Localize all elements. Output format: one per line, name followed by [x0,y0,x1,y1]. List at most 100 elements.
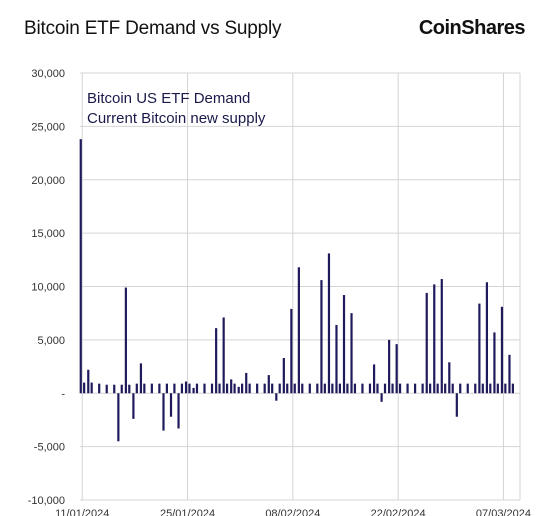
demand-bar [448,362,451,394]
demand-bar [493,332,496,394]
supply-bar [98,383,101,394]
x-axis-ticks: 11/01/2024 25/01/2024 08/02/2024 22/02/2024… [55,508,531,516]
supply-bar [210,383,214,394]
demand-bar [290,308,293,394]
demand-bar [425,292,428,394]
y-tick-label: 30,000 [31,68,65,80]
supply-bar [128,384,131,394]
demand-bar [433,284,436,394]
supply-bar [323,383,326,394]
supply-bar [195,383,199,394]
y-tick-label: 15,000 [31,228,65,240]
y-tick-label: -10,000 [28,495,65,507]
supply-bar [225,383,229,394]
supply-bar [361,383,364,394]
supply-bar [90,382,93,394]
coinshares-logo: CoinShares [418,17,526,39]
legend: Bitcoin US ETF Demand Current Bitcoin new… [87,90,266,127]
y-tick-label: 25,000 [31,121,65,133]
demand-bar [275,393,278,401]
supply-bar [120,384,123,394]
supply-bar [338,383,341,394]
supply-bar [421,383,424,394]
supply-bar [158,383,161,394]
supply-bar [271,383,274,394]
demand-bar [117,393,120,442]
demand-bar [215,328,218,394]
supply-bar [180,383,184,394]
demand-bar [245,372,248,394]
supply-bar [316,383,319,394]
supply-bar [459,383,462,394]
demand-bar [132,393,135,419]
x-tick-label: 25/01/2024 [160,508,215,516]
supply-bar [451,383,454,394]
supply-bar [286,383,289,394]
supply-bar [436,383,439,394]
demand-bar [297,267,300,394]
demand-bar [485,282,489,394]
demand-bar [372,364,376,394]
bars [79,139,514,442]
demand-bar [500,306,504,394]
supply-bar [165,383,168,394]
demand-bar [124,287,127,394]
demand-bar [184,381,188,394]
y-tick-label: - [61,388,65,400]
supply-bar [429,383,432,394]
supply-bar [481,383,484,394]
supply-bar [150,383,153,394]
demand-bar [87,369,90,394]
supply-bar [398,383,402,394]
supply-bar [263,383,266,394]
demand-bar [327,253,331,394]
demand-bar [177,393,180,429]
supply-bar [241,383,244,394]
demand-bar [237,386,240,394]
supply-bar [248,383,251,394]
supply-bar [489,383,492,394]
y-tick-label: 5,000 [37,335,65,347]
demand-bar [395,344,398,394]
supply-bar [413,383,417,394]
demand-bar [320,280,323,394]
supply-bar [278,383,281,394]
legend-entry: Bitcoin US ETF Demand [87,90,250,107]
y-axis-ticks: -10,000-5,000-5,00010,00015,00020,00025,… [28,68,66,507]
x-tick-label: 08/02/2024 [265,508,320,516]
supply-bar [293,383,296,394]
grid-lines [80,72,521,501]
demand-bar [79,139,82,394]
supply-bar [143,383,146,394]
supply-bar [383,383,387,394]
demand-bar [508,354,511,394]
supply-bar [391,383,394,394]
supply-bar [376,383,379,394]
supply-bar [368,383,372,394]
demand-bar [222,317,225,394]
supply-bar [135,383,138,394]
legend-entry: Current Bitcoin new supply [87,110,266,127]
supply-bar [256,383,259,394]
supply-bar [474,383,477,394]
demand-bar [192,387,195,394]
supply-bar [504,383,507,394]
demand-bar [478,303,481,394]
demand-bar [350,313,353,394]
supply-bar [444,383,447,394]
supply-bar [346,383,349,394]
demand-bar [388,339,391,394]
demand-bar [267,375,270,394]
demand-bar [440,279,443,394]
supply-bar [496,383,499,394]
demand-bar [169,393,173,417]
supply-bar [406,383,409,394]
supply-bar [188,383,191,394]
demand-bar [335,324,338,394]
supply-bar [308,383,311,394]
x-tick-label: 11/01/2024 [55,508,109,516]
demand-bar [230,379,233,394]
supply-bar [233,383,236,394]
supply-bar [353,383,357,394]
